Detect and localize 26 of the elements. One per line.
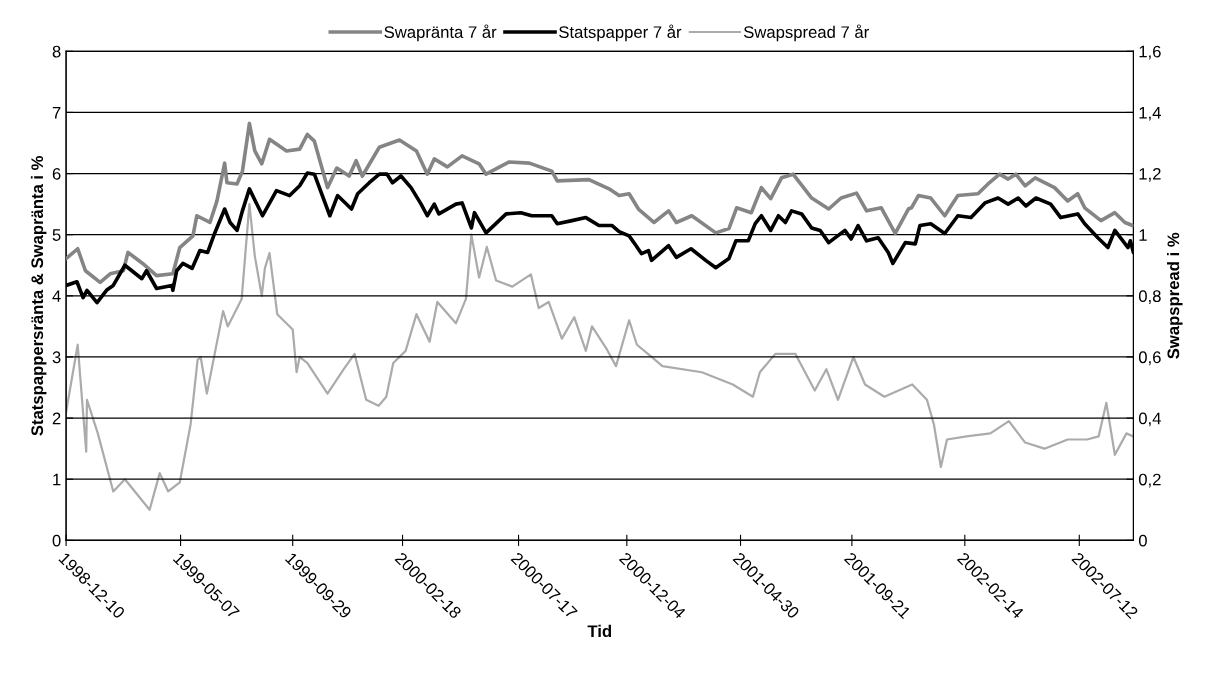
y-tick-label: 5 — [52, 229, 61, 241]
y-tick-label: 2 — [52, 412, 61, 425]
y2-tick-label: 0,8 — [1138, 290, 1161, 304]
legend-label: Swapränta 7 år — [384, 24, 497, 42]
y-tick-label: 4 — [52, 290, 61, 302]
line-series — [66, 121, 1134, 285]
y2-tick-label: 1 — [1139, 229, 1147, 241]
y2-tick-label: 1,2 — [1139, 167, 1161, 182]
y-axis-title: Statspappersränta & Swapränta i % — [30, 155, 47, 436]
y2-tick-label: 0,2 — [1138, 473, 1161, 488]
y-tick-label: 7 — [52, 107, 61, 119]
x-axis-title: Tid — [587, 624, 612, 638]
y2-axis-title: Swapspread i % — [1167, 232, 1183, 359]
y-tick-label: 1 — [53, 473, 61, 486]
y2-tick-label: 1,4 — [1139, 107, 1161, 121]
y2-tick-label: 0,4 — [1138, 412, 1161, 427]
legend-label: Statspapper 7 år — [559, 24, 682, 42]
y-tick-label: 8 — [52, 45, 61, 58]
y-tick-label: 3 — [52, 351, 61, 364]
line-series — [66, 203, 1134, 511]
y2-tick-label: 0 — [1138, 534, 1147, 547]
y-tick-label: 6 — [52, 167, 61, 180]
y2-tick-label: 0,6 — [1138, 351, 1161, 366]
y-tick-label: 0 — [52, 534, 61, 547]
y2-tick-label: 1,6 — [1139, 45, 1161, 60]
legend-label: Swapspread 7 år — [743, 24, 869, 42]
